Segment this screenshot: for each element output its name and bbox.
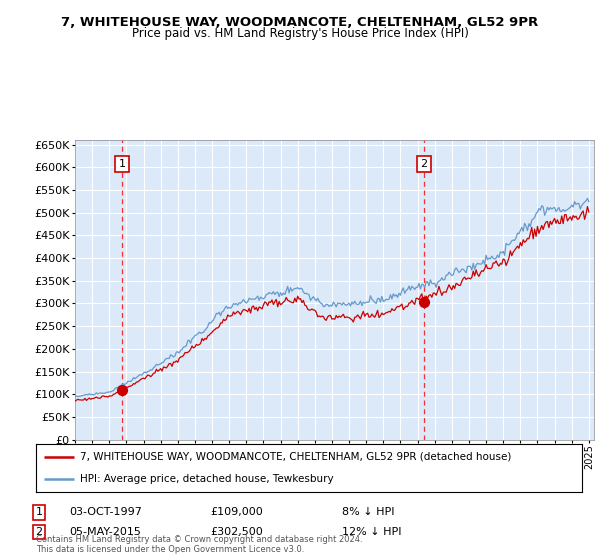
Point bbox=[419, 298, 429, 307]
Text: Price paid vs. HM Land Registry's House Price Index (HPI): Price paid vs. HM Land Registry's House … bbox=[131, 27, 469, 40]
Text: 1: 1 bbox=[119, 159, 125, 169]
Point bbox=[118, 386, 127, 395]
Text: 2: 2 bbox=[35, 527, 43, 537]
Text: 8% ↓ HPI: 8% ↓ HPI bbox=[342, 507, 395, 517]
Text: HPI: Average price, detached house, Tewkesbury: HPI: Average price, detached house, Tewk… bbox=[80, 474, 334, 484]
Text: 03-OCT-1997: 03-OCT-1997 bbox=[69, 507, 142, 517]
Text: £302,500: £302,500 bbox=[210, 527, 263, 537]
Text: 1: 1 bbox=[35, 507, 43, 517]
Text: 7, WHITEHOUSE WAY, WOODMANCOTE, CHELTENHAM, GL52 9PR: 7, WHITEHOUSE WAY, WOODMANCOTE, CHELTENH… bbox=[61, 16, 539, 29]
Text: Contains HM Land Registry data © Crown copyright and database right 2024.
This d: Contains HM Land Registry data © Crown c… bbox=[36, 535, 362, 554]
Text: 05-MAY-2015: 05-MAY-2015 bbox=[69, 527, 141, 537]
Text: £109,000: £109,000 bbox=[210, 507, 263, 517]
Text: 12% ↓ HPI: 12% ↓ HPI bbox=[342, 527, 401, 537]
Text: 2: 2 bbox=[421, 159, 427, 169]
Text: 7, WHITEHOUSE WAY, WOODMANCOTE, CHELTENHAM, GL52 9PR (detached house): 7, WHITEHOUSE WAY, WOODMANCOTE, CHELTENH… bbox=[80, 452, 511, 462]
